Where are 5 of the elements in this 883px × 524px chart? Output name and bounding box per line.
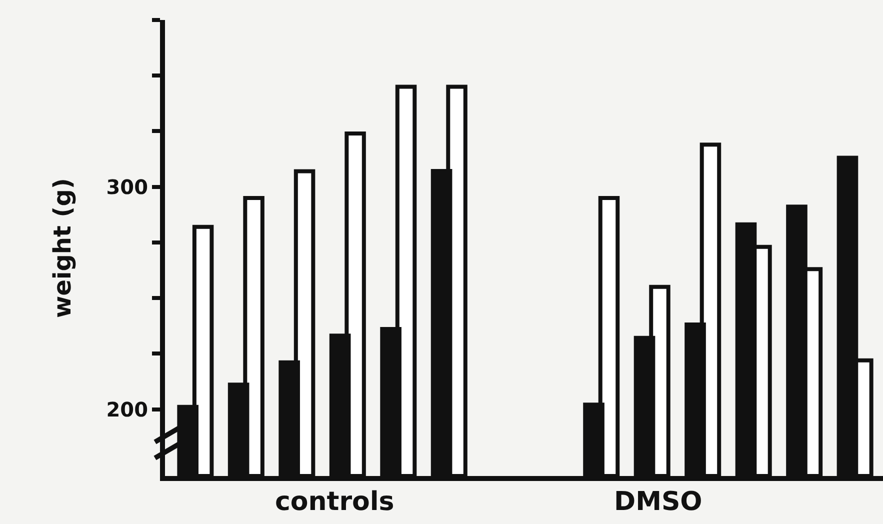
y-tick-label: 200: [106, 397, 148, 422]
y-tick-label: 300: [106, 174, 148, 199]
text: DMSO: [614, 487, 702, 517]
y-axis-title: weight (g): [48, 178, 76, 318]
text: controls: [275, 487, 394, 517]
